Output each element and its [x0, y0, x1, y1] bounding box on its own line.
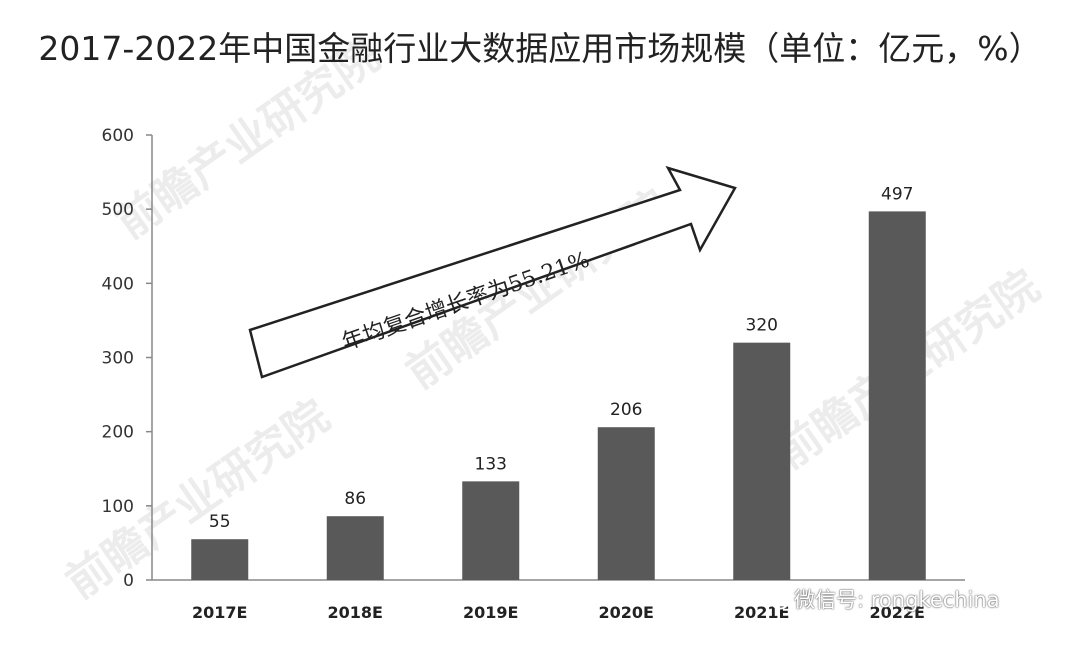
data-label-2020E: 206: [610, 400, 642, 420]
data-label-2021E: 320: [746, 316, 778, 336]
bar-2021E: [733, 342, 791, 580]
x-tick-label-2019E: 2019E: [463, 603, 518, 622]
y-tick-label: 0: [123, 571, 134, 591]
bar-2022E: [868, 211, 926, 580]
wechat-caption-text: 微信号: rongkechina: [794, 588, 1000, 612]
x-tick-label-2017E: 2017E: [192, 603, 247, 622]
bar-2018E: [326, 516, 384, 580]
y-tick-label: 500: [102, 200, 134, 220]
y-tick-label: 200: [102, 423, 134, 443]
y-tick-label: 400: [102, 274, 134, 294]
watermark-1: 前瞻产业研究院: [107, 31, 389, 249]
wechat-caption: 微信号: rongkechina: [760, 584, 1000, 614]
x-tick-label-2020E: 2020E: [599, 603, 654, 622]
growth-arrow-shape: [248, 165, 737, 379]
x-tick-label-2018E: 2018E: [328, 603, 383, 622]
bar-2017E: [191, 539, 249, 580]
data-label-2022E: 497: [881, 184, 913, 204]
bar-2020E: [597, 427, 655, 580]
bars-group: 552017E862018E1332019E2062020E3202021E49…: [191, 184, 926, 622]
x-tick-label-2022E: 2022E: [870, 603, 925, 622]
axes: 0 100 200 300 400 500 600: [102, 126, 965, 591]
data-label-2019E: 133: [475, 454, 507, 474]
bar-2019E: [462, 481, 520, 580]
y-tick-label: 300: [102, 349, 134, 369]
y-tick-label: 600: [102, 126, 134, 146]
data-label-2018E: 86: [344, 489, 366, 509]
wechat-icon: [760, 588, 789, 610]
data-label-2017E: 55: [209, 512, 231, 532]
chart-title: 2017-2022年中国金融行业大数据应用市场规模（单位：亿元，%）: [38, 29, 1042, 68]
y-tick-label: 100: [102, 497, 134, 517]
